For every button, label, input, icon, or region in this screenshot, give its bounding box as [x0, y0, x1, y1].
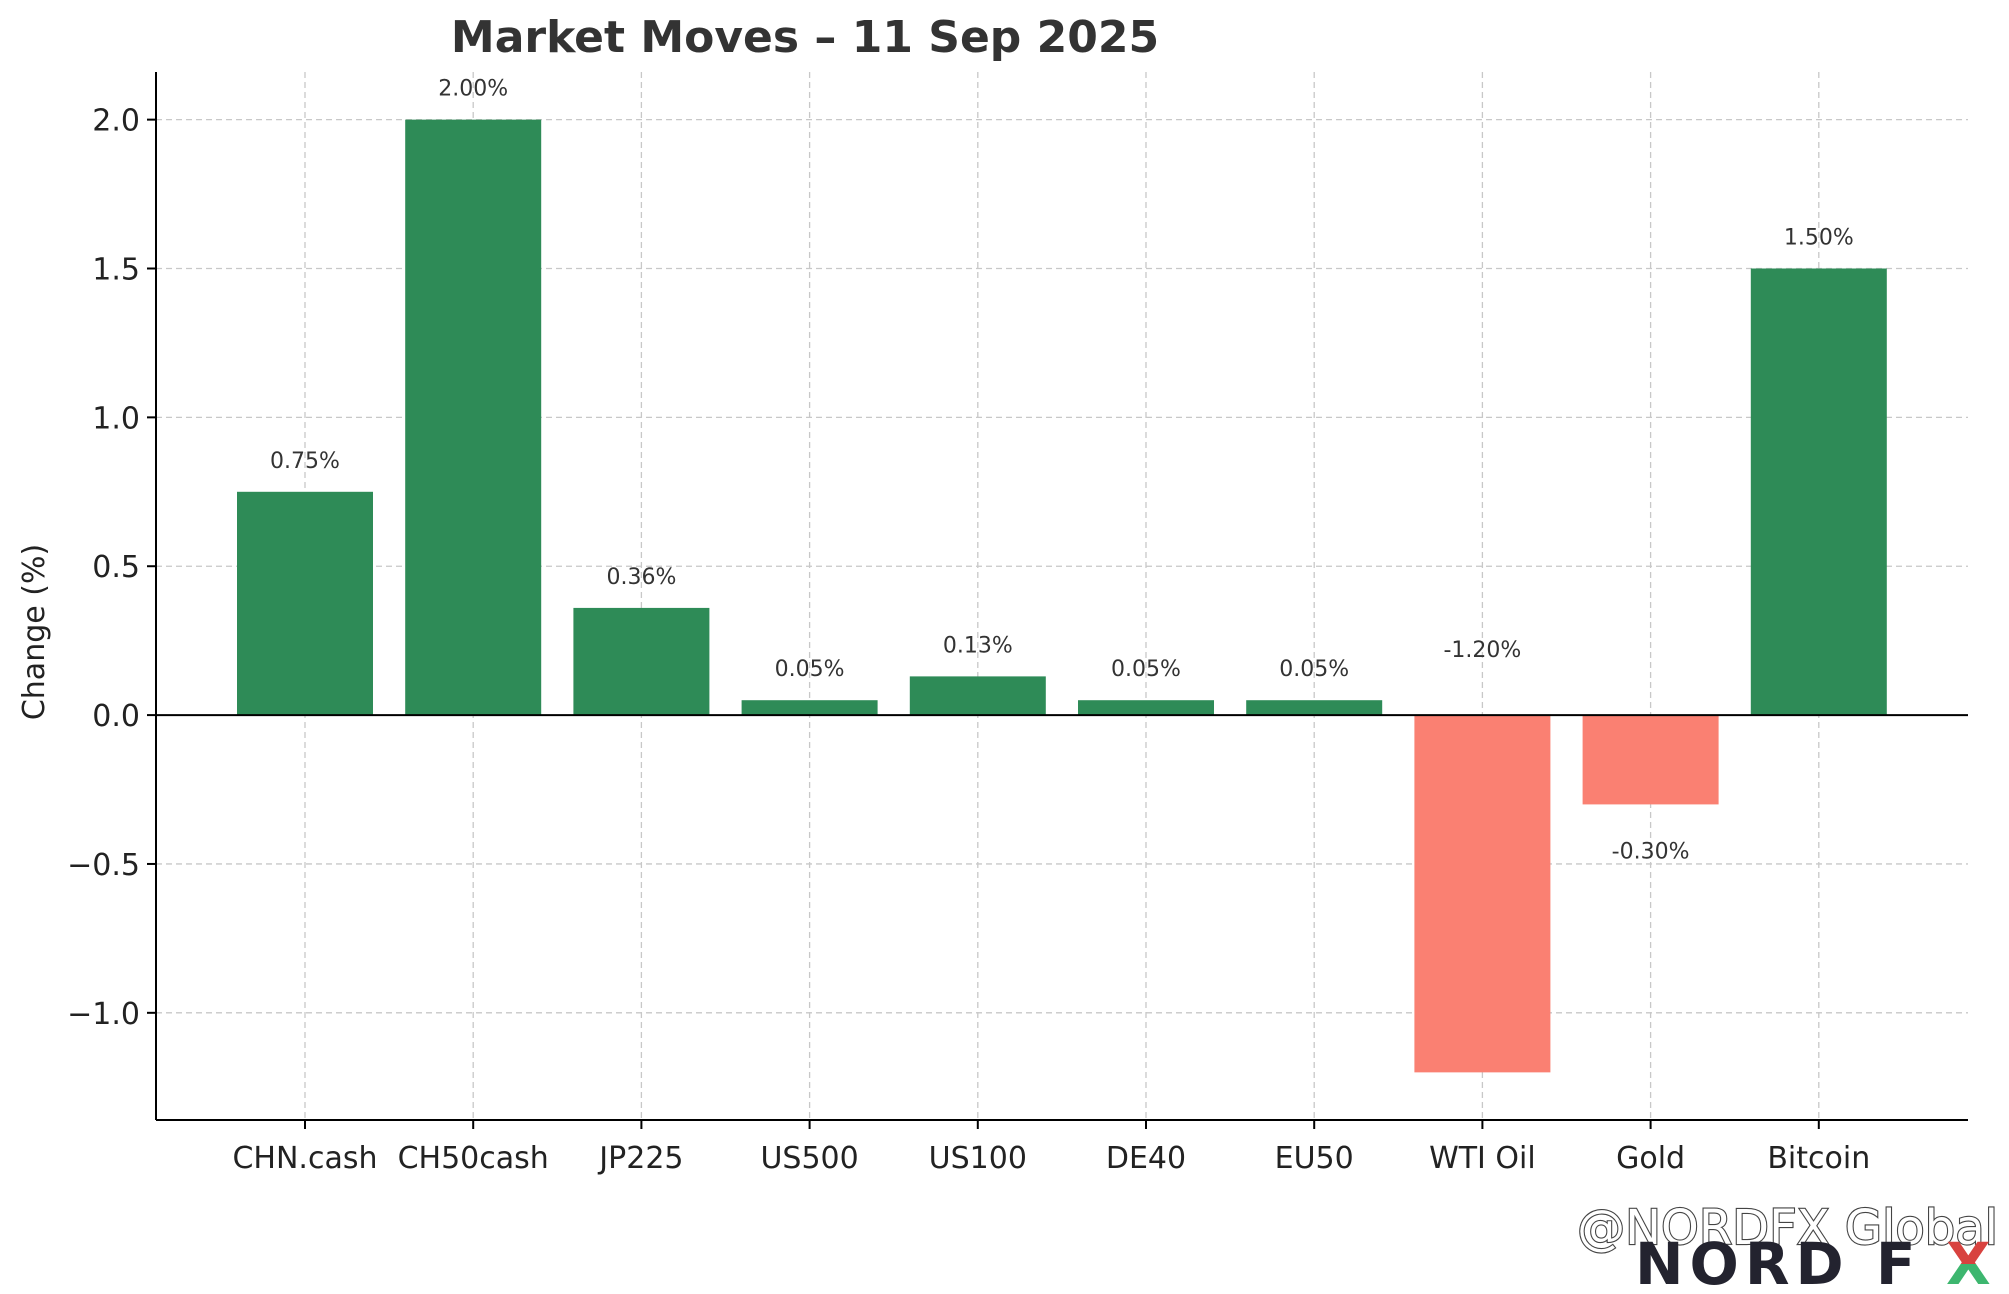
data-label: -0.30% [1612, 839, 1690, 864]
data-label: -1.20% [1443, 638, 1521, 663]
bar-wti-oil [1414, 715, 1551, 1073]
bar-series [237, 119, 1887, 1073]
nordfx-logo: NORD F X [1635, 1230, 1991, 1294]
x-tick-label: Gold [1616, 1141, 1685, 1176]
y-axis-label: Change (%) [17, 544, 52, 720]
axes: −1.0 −0.5 0.0 0.5 1.0 1.5 2.0 CHN.cash CH50cash J… [67, 72, 1968, 1176]
bar-us500 [741, 700, 878, 716]
logo-brand-text: NORD F [1635, 1230, 1921, 1294]
x-tick-label: US500 [760, 1141, 858, 1176]
logo-x-mark: X [1946, 1230, 1991, 1294]
bar-de40 [1078, 700, 1214, 716]
data-label: 2.00% [438, 77, 508, 102]
x-tick-label: Bitcoin [1767, 1141, 1870, 1176]
x-tick-label: EU50 [1275, 1141, 1354, 1176]
chart-title: Market Moves – 11 Sep 2025 [451, 12, 1159, 63]
bar-ch50cash [405, 119, 542, 716]
y-tick-label: 2.0 [92, 104, 140, 139]
data-label: 0.75% [270, 449, 340, 474]
x-tick-label: CH50cash [398, 1141, 549, 1176]
watermark: @NORDFX Global NORD F X [1576, 1199, 1999, 1294]
y-tick-label: −1.0 [67, 997, 140, 1032]
watermark-handle: @NORDFX Global [1577, 1200, 1998, 1256]
bar-eu50 [1246, 700, 1383, 716]
y-tick-label: −0.5 [67, 848, 140, 883]
data-label: 0.13% [943, 633, 1013, 658]
y-tick-label: 0.0 [92, 699, 140, 734]
bar-chn-cash [237, 491, 373, 716]
x-tick-label: CHN.cash [232, 1141, 377, 1176]
x-tick-label: US100 [929, 1141, 1027, 1176]
y-tick-label: 0.5 [92, 550, 140, 585]
bar-bitcoin [1750, 268, 1887, 716]
y-tick-label: 1.5 [92, 253, 140, 288]
bar-us100 [909, 676, 1046, 716]
x-tick-label: JP225 [597, 1141, 683, 1176]
y-tick-label: 1.0 [92, 401, 140, 436]
data-label: 0.05% [1279, 657, 1349, 682]
x-tick-label: WTI Oil [1429, 1141, 1536, 1176]
data-label: 0.05% [775, 657, 845, 682]
bar-jp225 [573, 607, 710, 716]
data-label: 1.50% [1784, 226, 1854, 251]
data-label: 0.36% [606, 565, 676, 590]
data-labels: 0.75% 2.00% 0.36% 0.05% 0.13% 0.05% 0.05% -1.20… [270, 77, 1854, 865]
x-tick-label: DE40 [1106, 1141, 1186, 1176]
bar-gold [1582, 715, 1719, 805]
data-label: 0.05% [1111, 657, 1181, 682]
